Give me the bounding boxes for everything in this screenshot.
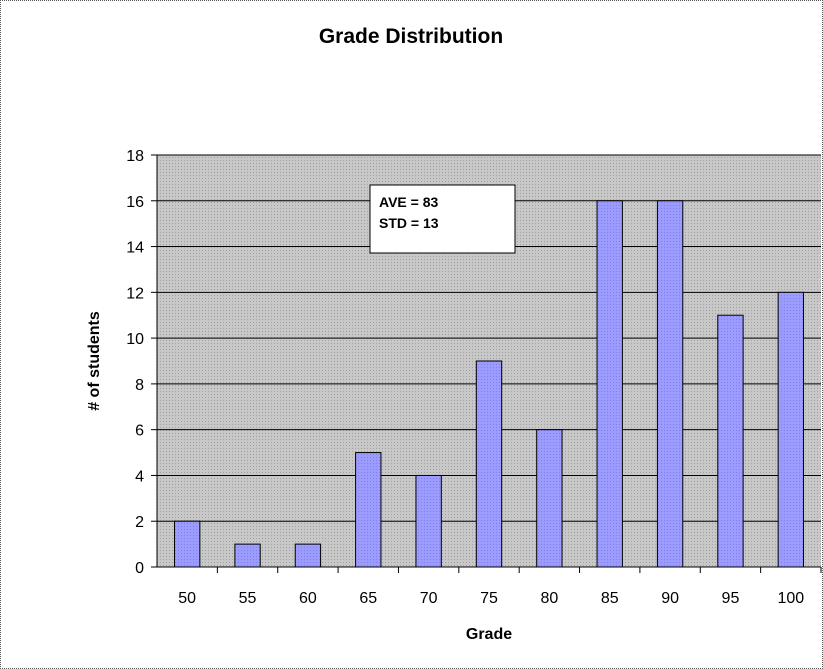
bar (294, 543, 322, 568)
bar (596, 200, 623, 568)
y-tick-label: 10 (126, 331, 144, 348)
x-tick-label: 65 (359, 590, 377, 607)
y-tick-label: 2 (135, 514, 144, 531)
bars (174, 200, 804, 568)
bar (415, 474, 442, 568)
bar (475, 360, 503, 568)
x-tick-label: 55 (239, 590, 257, 607)
x-tick-label: 75 (480, 590, 498, 607)
x-tick-label: 85 (601, 590, 619, 607)
stats-average: AVE = 83 (379, 194, 438, 210)
stats-box (369, 184, 516, 254)
y-tick-label: 4 (135, 468, 144, 485)
x-tick-labels: 50 55 60 65 70 75 80 85 90 95 100 (178, 590, 804, 607)
bar (174, 520, 201, 568)
chart-title: Grade Distribution (319, 25, 503, 48)
axes (151, 154, 822, 573)
bar (536, 429, 563, 568)
x-axis-label: Grade (466, 626, 512, 643)
bar (777, 291, 804, 568)
x-tick-label: 70 (420, 590, 438, 607)
bar (717, 314, 744, 568)
y-axis-label: # of students (86, 311, 103, 411)
x-tick-label: 60 (299, 590, 317, 607)
y-tick-label: 14 (126, 240, 144, 257)
y-tick-label: 12 (126, 285, 144, 302)
stats-annotation: AVE = 83 STD = 13 (369, 184, 516, 254)
x-tick-label: 100 (777, 590, 804, 607)
y-tick-label: 18 (126, 148, 144, 165)
x-tick-label: 50 (178, 590, 196, 607)
y-tick-label: 8 (135, 377, 144, 394)
y-tick-label: 0 (135, 560, 144, 577)
x-tick-label: 95 (722, 590, 740, 607)
y-tick-labels: 0 2 4 6 8 10 12 14 16 18 (126, 148, 144, 577)
y-tick-label: 6 (135, 423, 144, 440)
bar (234, 543, 261, 568)
y-tick-label: 16 (126, 194, 144, 211)
x-tick-label: 90 (661, 590, 679, 607)
x-tick-label: 80 (540, 590, 558, 607)
bar (355, 452, 382, 568)
stats-std: STD = 13 (379, 215, 439, 231)
bar (656, 200, 684, 568)
